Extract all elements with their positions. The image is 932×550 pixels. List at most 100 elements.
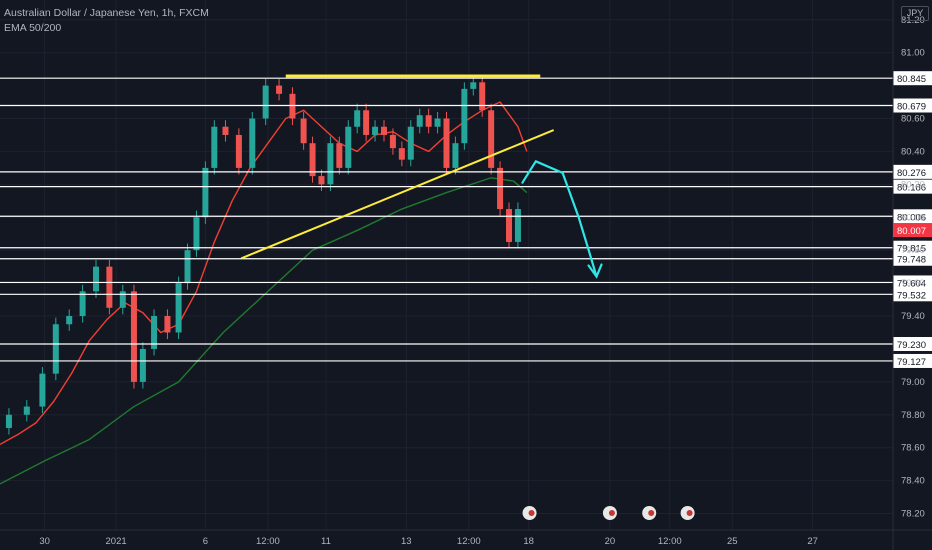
x-tick-label: 25 xyxy=(727,536,738,547)
x-tick-label: 13 xyxy=(401,536,412,547)
level-label-bg xyxy=(893,287,932,302)
candle-body xyxy=(318,176,325,185)
candle-body xyxy=(506,209,513,242)
indicator-label[interactable]: EMA 50/200 xyxy=(4,22,62,34)
candle-body xyxy=(488,110,495,168)
candle-body xyxy=(202,167,209,218)
y-tick-label: 80.40 xyxy=(901,146,925,157)
candle-body xyxy=(235,134,242,168)
candle-body xyxy=(497,167,504,210)
level-label-bg xyxy=(893,275,932,290)
level-label: 80.186 xyxy=(897,183,926,194)
candle-body xyxy=(407,126,414,160)
candle-body xyxy=(416,115,423,127)
level-label-bg xyxy=(893,337,932,352)
level-label-bg xyxy=(893,209,932,224)
y-tick-label: 80.60 xyxy=(901,114,925,125)
candle-body xyxy=(184,250,191,284)
candle-body xyxy=(327,143,334,185)
candle-body xyxy=(151,316,158,349)
level-label: 80.276 xyxy=(897,168,926,179)
candle-body xyxy=(345,126,352,168)
candle-body xyxy=(470,82,477,89)
candle-body xyxy=(92,266,99,292)
last-price-label: 80.007 xyxy=(897,226,926,237)
candle-body xyxy=(79,291,86,317)
level-label: 80.845 xyxy=(897,74,926,85)
candle-body xyxy=(5,414,12,428)
level-label-bg xyxy=(893,353,932,368)
level-label: 79.532 xyxy=(897,290,926,301)
y-tick-label: 80.20 xyxy=(901,179,925,190)
candle-body xyxy=(309,143,316,177)
level-label: 79.815 xyxy=(897,244,926,255)
x-tick-label: 11 xyxy=(321,536,331,547)
candle-body xyxy=(211,126,218,168)
candle-body xyxy=(389,134,396,149)
candle-body xyxy=(130,291,137,382)
event-flag-dot xyxy=(686,510,693,516)
candle-body xyxy=(249,118,256,168)
candle-body xyxy=(276,85,283,94)
y-tick-label: 79.40 xyxy=(901,311,925,322)
y-tick-label: 81.00 xyxy=(901,48,925,59)
candle-body xyxy=(289,93,296,119)
y-tick-label: 78.80 xyxy=(901,410,925,421)
candle-body xyxy=(479,82,486,111)
x-tick-label: 6 xyxy=(203,536,208,547)
ema200-line xyxy=(0,177,528,485)
candle-body xyxy=(372,126,379,135)
level-label-bg xyxy=(893,71,932,86)
event-flag-dot xyxy=(648,510,655,516)
x-tick-label: 2021 xyxy=(106,536,127,547)
candle-body xyxy=(52,324,59,374)
x-tick-label: 12:00 xyxy=(256,536,280,547)
x-tick-label: 20 xyxy=(605,536,616,547)
last-price-tag xyxy=(893,223,932,238)
candle-body xyxy=(193,217,200,251)
candle-body xyxy=(39,373,46,407)
candle-body xyxy=(106,266,113,308)
y-tick-label: 80.00 xyxy=(901,212,925,223)
candle-body xyxy=(119,291,126,308)
candle-body xyxy=(66,316,73,325)
candle-body xyxy=(175,283,182,333)
level-label-bg xyxy=(893,98,932,113)
level-label-bg xyxy=(893,251,932,266)
currency-badge[interactable]: JPY xyxy=(901,6,929,21)
level-label: 79.748 xyxy=(897,255,926,266)
level-label: 79.127 xyxy=(897,357,926,368)
x-tick-label: 27 xyxy=(807,536,818,547)
candle-body xyxy=(262,85,269,119)
candle-body xyxy=(300,118,307,144)
x-tick-label: 12:00 xyxy=(457,536,481,547)
symbol-title[interactable]: Australian Dollar / Japanese Yen, 1h, FX… xyxy=(4,7,209,19)
level-label: 79.230 xyxy=(897,340,926,351)
candle-body xyxy=(452,143,459,168)
x-tick-label: 12:00 xyxy=(658,536,682,547)
candle-body xyxy=(363,110,370,135)
candle-body xyxy=(398,148,405,160)
level-label: 79.604 xyxy=(897,278,926,289)
y-tick-label: 79.00 xyxy=(901,377,925,388)
level-label-bg xyxy=(893,179,932,194)
candle-body xyxy=(514,209,521,242)
y-tick-label: 78.20 xyxy=(901,509,925,520)
forecast-arrowhead xyxy=(587,263,603,279)
event-flag-dot xyxy=(608,510,615,516)
candle-body xyxy=(425,115,432,127)
forecast-arrow xyxy=(521,160,598,278)
y-tick-label: 79.60 xyxy=(901,278,925,289)
candle-body xyxy=(222,126,229,135)
candle-body xyxy=(23,406,30,415)
x-tick-label: 30 xyxy=(39,536,50,547)
candle-body xyxy=(461,88,468,144)
candle-body xyxy=(380,126,387,135)
x-tick-label: 18 xyxy=(523,536,534,547)
y-tick-label: 79.80 xyxy=(901,245,925,256)
candle-body xyxy=(164,316,171,333)
candle-body xyxy=(354,110,361,127)
